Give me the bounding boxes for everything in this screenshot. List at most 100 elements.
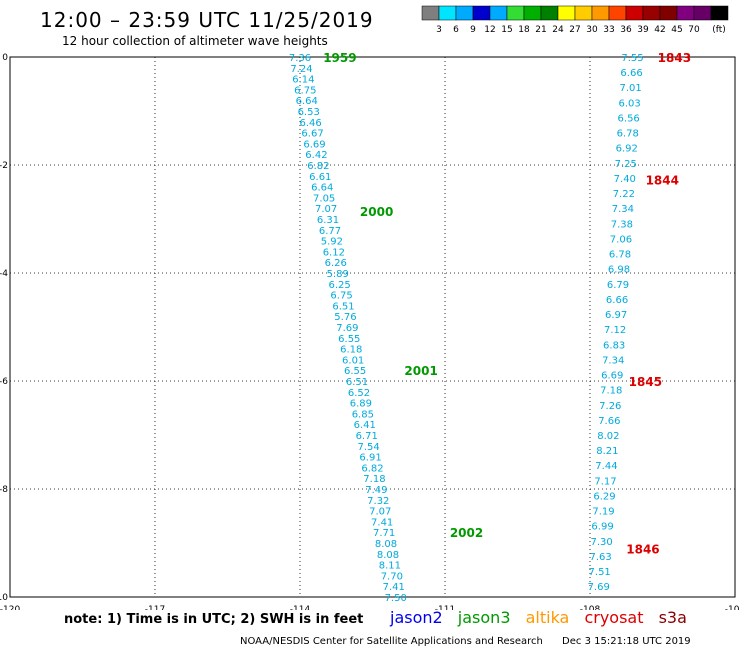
swh-label: 6.78 — [617, 129, 639, 140]
swh-label: 6.66 — [606, 295, 628, 306]
swh-label: 7.12 — [604, 325, 626, 336]
swh-label: 8.08 — [377, 550, 399, 561]
swh-label: 6.85 — [352, 409, 374, 420]
swh-label: 7.32 — [367, 496, 389, 507]
swh-label: 6.82 — [361, 463, 383, 474]
swh-label: 5.76 — [334, 312, 356, 323]
x-tick-label: -108 — [580, 605, 601, 610]
swh-label: 5.92 — [321, 237, 343, 248]
chart-title: 12:00 – 23:59 UTC 11/25/2019 — [40, 8, 374, 32]
footnote: note: 1) Time is in UTC; 2) SWH is in fe… — [64, 612, 364, 627]
swh-label: 7.44 — [595, 461, 617, 472]
swh-label: 6.83 — [603, 340, 625, 351]
satellite-legend: jason2 jason3 altika cryosat s3a — [390, 608, 697, 627]
swh-label: 6.56 — [618, 113, 640, 124]
swh-label: 6.18 — [340, 345, 362, 356]
swh-label: 6.75 — [294, 85, 316, 96]
swh-label: 7.18 — [363, 474, 385, 485]
time-label: 2000 — [360, 205, 393, 219]
swh-label: 6.55 — [344, 366, 366, 377]
x-tick-label: -111 — [435, 605, 455, 610]
swh-label: 6.77 — [319, 226, 341, 237]
credit-line: NOAA/NESDIS Center for Satellite Applica… — [240, 636, 691, 647]
swh-label: 6.55 — [338, 334, 360, 345]
swh-label: 8.02 — [597, 431, 619, 442]
swh-label: 7.54 — [358, 442, 380, 453]
swh-label: 6.66 — [620, 68, 642, 79]
swh-label: 8.08 — [375, 539, 397, 550]
swh-label: 7.71 — [373, 528, 395, 539]
swh-label: 8.11 — [379, 561, 401, 572]
time-label: 1845 — [629, 375, 662, 389]
time-label: 1843 — [658, 51, 691, 65]
x-tick-label: -105 — [725, 605, 740, 610]
swh-label: 5.89 — [327, 269, 349, 280]
swh-label: 8.21 — [596, 446, 618, 457]
swh-label: 7.24 — [290, 64, 312, 75]
y-tick-label: -8 — [0, 485, 8, 495]
chart-subtitle: 12 hour collection of altimeter wave hei… — [62, 34, 328, 48]
y-tick-label: 0 — [2, 53, 8, 63]
color-scale-label: 36 — [620, 25, 632, 35]
color-scale-bar: 3 6 9 12 15 18 21 24 27 30 33 36 39 42 45 70 (ft) — [421, 5, 729, 35]
y-tick-label: -10 — [0, 593, 8, 603]
swh-label: 7.26 — [599, 401, 621, 412]
swh-label: 6.75 — [330, 291, 352, 302]
swh-label: 6.52 — [348, 388, 370, 399]
swh-label: 6.42 — [305, 150, 327, 161]
color-scale-label: 30 — [586, 25, 598, 35]
credit-timestamp: Dec 3 15:21:18 UTC 2019 — [562, 636, 691, 647]
time-label: 2002 — [450, 526, 483, 540]
swh-label: 7.50 — [385, 593, 407, 604]
color-scale-label: 9 — [470, 25, 476, 35]
swh-label: 7.34 — [612, 204, 634, 215]
swh-label: 6.67 — [301, 129, 323, 140]
color-scale-label: 27 — [569, 25, 580, 35]
swh-label: 6.12 — [323, 247, 345, 258]
swh-label: 7.63 — [590, 552, 612, 563]
swh-label: 7.41 — [371, 517, 393, 528]
swh-label: 6.29 — [593, 491, 615, 502]
track-cryosat: 7.55 6.66 7.01 6.03 6.56 6.78 6.92 7.25 7.40 7.22… — [588, 51, 692, 593]
time-label: 1846 — [626, 542, 659, 556]
swh-label: 7.70 — [381, 571, 403, 582]
color-scale-label: 42 — [654, 25, 665, 35]
swh-label: 7.17 — [594, 476, 616, 487]
swh-label: 7.19 — [592, 507, 614, 518]
swh-label: 7.41 — [383, 582, 405, 593]
legend-s3a: s3a — [658, 608, 687, 627]
swh-label: 7.01 — [619, 83, 641, 94]
swh-label: 6.79 — [607, 280, 629, 291]
swh-label: 6.46 — [300, 118, 322, 129]
y-tick-label: -2 — [0, 161, 8, 171]
track-jason3: 7.367.246.146.756.646.536.466.676.696.42… — [289, 51, 483, 604]
legend-jason3: jason3 — [457, 608, 511, 627]
swh-label: 7.38 — [611, 219, 633, 230]
swh-label: 6.97 — [605, 310, 627, 321]
swh-label: 6.01 — [342, 355, 364, 366]
color-scale-label: 21 — [535, 25, 546, 35]
color-scale-label: 6 — [453, 25, 459, 35]
swh-label: 6.91 — [359, 453, 381, 464]
color-scale-label: 12 — [484, 25, 495, 35]
color-scale-label: (ft) — [712, 25, 726, 35]
swh-label: 6.41 — [354, 420, 376, 431]
x-tick-label: -114 — [290, 605, 311, 610]
swh-label: 7.69 — [336, 323, 358, 334]
y-tick-label: -6 — [0, 377, 8, 387]
legend-jason2: jason2 — [390, 608, 443, 627]
swh-label: 7.07 — [369, 507, 391, 518]
x-tick-label: -117 — [145, 605, 165, 610]
swh-label: 6.99 — [591, 522, 613, 533]
color-scale-label: 24 — [552, 25, 564, 35]
swh-label: 6.51 — [332, 301, 354, 312]
swh-label: 6.69 — [303, 139, 325, 150]
legend-cryosat: cryosat — [584, 608, 644, 627]
altimeter-plot: -120 -117 -114 -111 -108 -105 -10 -8 -6 -4 -2 0 7.36… — [0, 51, 740, 610]
x-tick-label: -120 — [0, 605, 20, 610]
swh-label: 7.30 — [590, 537, 612, 548]
swh-label: 7.36 — [289, 53, 311, 64]
swh-label: 6.92 — [616, 144, 638, 155]
color-scale-label: 3 — [436, 25, 442, 35]
swh-label: 7.25 — [615, 159, 637, 170]
